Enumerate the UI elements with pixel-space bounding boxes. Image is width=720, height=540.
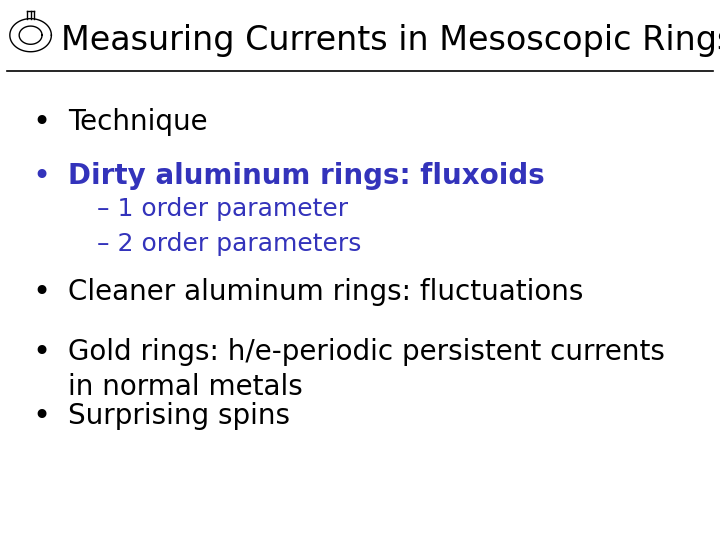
Text: – 1 order parameter: – 1 order parameter [97, 197, 348, 221]
Text: Dirty aluminum rings: fluxoids: Dirty aluminum rings: fluxoids [68, 162, 545, 190]
Text: – 2 order parameters: – 2 order parameters [97, 232, 361, 256]
Text: •: • [32, 338, 50, 367]
Text: Measuring Currents in Mesoscopic Rings: Measuring Currents in Mesoscopic Rings [61, 24, 720, 57]
Text: Technique: Technique [68, 108, 208, 136]
Text: Cleaner aluminum rings: fluctuations: Cleaner aluminum rings: fluctuations [68, 278, 584, 306]
Text: •: • [32, 162, 50, 191]
Text: •: • [32, 278, 50, 307]
Text: •: • [32, 402, 50, 431]
Text: Surprising spins: Surprising spins [68, 402, 290, 430]
Text: Gold rings: h/e-periodic persistent currents
in normal metals: Gold rings: h/e-periodic persistent curr… [68, 338, 665, 401]
Text: •: • [32, 108, 50, 137]
